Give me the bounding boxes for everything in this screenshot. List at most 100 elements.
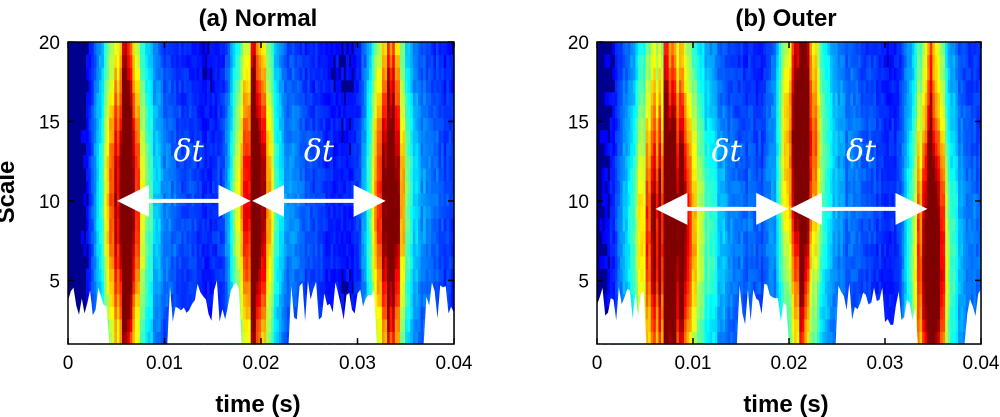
- heatmap-cell: [443, 104, 447, 119]
- heatmap-cell: [771, 67, 775, 81]
- heatmap-cell: [661, 293, 665, 307]
- heatmap-cell: [430, 67, 435, 81]
- heatmap-cell: [758, 230, 762, 244]
- heatmap-cell: [381, 306, 386, 320]
- heatmap-cell: [317, 281, 321, 295]
- heatmap-cell: [206, 293, 211, 307]
- heatmap-cell: [291, 79, 296, 93]
- heatmap-cell: [686, 331, 690, 345]
- heatmap-cell: [719, 67, 724, 81]
- heatmap-cell: [684, 117, 688, 131]
- heatmap-cell: [101, 180, 105, 194]
- heatmap-cell: [699, 255, 703, 270]
- heatmap-cell: [227, 42, 231, 56]
- heatmap-cell: [186, 54, 190, 68]
- heatmap-cell: [717, 142, 721, 156]
- heatmap-cell: [106, 268, 110, 282]
- heatmap-cell: [271, 243, 275, 257]
- heatmap-cell: [276, 117, 280, 131]
- heatmap-cell: [668, 167, 672, 182]
- heatmap-cell: [351, 230, 355, 244]
- heatmap-cell: [673, 42, 677, 56]
- heatmap-cell: [689, 167, 693, 182]
- heatmap-cell: [276, 331, 280, 345]
- heatmap-cell: [279, 318, 283, 333]
- heatmap-cell: [376, 255, 380, 270]
- heatmap-cell: [199, 268, 203, 282]
- heatmap-cell: [142, 42, 146, 56]
- heatmap-cell: [666, 255, 670, 270]
- heatmap-cell: [369, 268, 373, 282]
- heatmap-cell: [701, 92, 706, 106]
- heatmap-cell: [374, 167, 378, 182]
- heatmap-cell: [399, 281, 404, 295]
- heatmap-cell: [622, 92, 626, 106]
- heatmap-cell: [122, 54, 126, 68]
- heatmap-cell: [765, 243, 770, 257]
- heatmap-cell: [620, 193, 624, 207]
- heatmap-cell: [448, 205, 453, 219]
- heatmap-cell: [696, 54, 700, 68]
- heatmap-cell: [704, 230, 708, 244]
- heatmap-cell: [604, 293, 608, 307]
- heatmap-cell: [712, 331, 716, 345]
- heatmap-cell: [145, 281, 149, 295]
- heatmap-cell: [191, 243, 195, 257]
- heatmap-cell: [371, 230, 375, 244]
- heatmap-cell: [307, 92, 311, 106]
- heatmap-cell: [410, 230, 414, 244]
- heatmap-cell: [417, 306, 422, 320]
- heatmap-cell: [201, 243, 205, 257]
- heatmap-cell: [152, 117, 157, 131]
- heatmap-cell: [620, 54, 624, 68]
- heatmap-cell: [302, 230, 306, 244]
- heatmap-cell: [250, 142, 254, 156]
- heatmap-cell: [681, 92, 685, 106]
- y-tick-label: 15: [39, 112, 60, 133]
- heatmap-cell: [394, 293, 398, 307]
- heatmap-cell: [340, 167, 344, 182]
- heatmap-cell: [399, 67, 404, 81]
- heatmap-cell: [696, 67, 700, 81]
- heatmap-cell: [366, 130, 370, 144]
- heatmap-cell: [142, 255, 146, 270]
- heatmap-cell: [147, 54, 151, 68]
- heatmap-cell: [212, 268, 216, 282]
- heatmap-cell: [109, 180, 113, 194]
- heatmap-cell: [104, 67, 108, 81]
- heatmap-cell: [345, 117, 350, 131]
- heatmap-cell: [224, 268, 229, 282]
- heatmap-cell: [387, 155, 391, 169]
- heatmap-cell: [727, 167, 731, 182]
- heatmap-cell: [745, 180, 749, 194]
- heatmap-cell: [276, 268, 280, 282]
- heatmap-cell: [412, 230, 416, 244]
- heatmap-cell: [178, 117, 182, 131]
- heatmap-cell: [188, 255, 193, 270]
- heatmap-cell: [317, 130, 321, 144]
- heatmap-cell: [114, 306, 118, 320]
- heatmap-cell: [158, 306, 162, 320]
- heatmap-cell: [643, 230, 647, 244]
- heatmap-cell: [425, 281, 429, 295]
- heatmap-cell: [361, 243, 365, 257]
- heatmap-cell: [356, 255, 360, 270]
- heatmap-cell: [356, 42, 360, 56]
- heatmap-cell: [691, 92, 695, 106]
- heatmap-cell: [379, 255, 383, 270]
- heatmap-cell: [91, 205, 95, 219]
- heatmap-cell: [622, 67, 626, 81]
- heatmap-cell: [407, 142, 411, 156]
- heatmap-cell: [348, 155, 352, 169]
- heatmap-cell: [111, 243, 115, 257]
- heatmap-cell: [719, 230, 724, 244]
- heatmap-cell: [343, 117, 347, 131]
- heatmap-cell: [717, 306, 721, 320]
- heatmap-cell: [222, 54, 226, 68]
- heatmap-cell: [294, 117, 298, 131]
- heatmap-cell: [168, 104, 172, 119]
- heatmap-cell: [145, 306, 149, 320]
- heatmap-cell: [405, 281, 409, 295]
- heatmap-cell: [317, 155, 321, 169]
- heatmap-cell: [178, 104, 182, 119]
